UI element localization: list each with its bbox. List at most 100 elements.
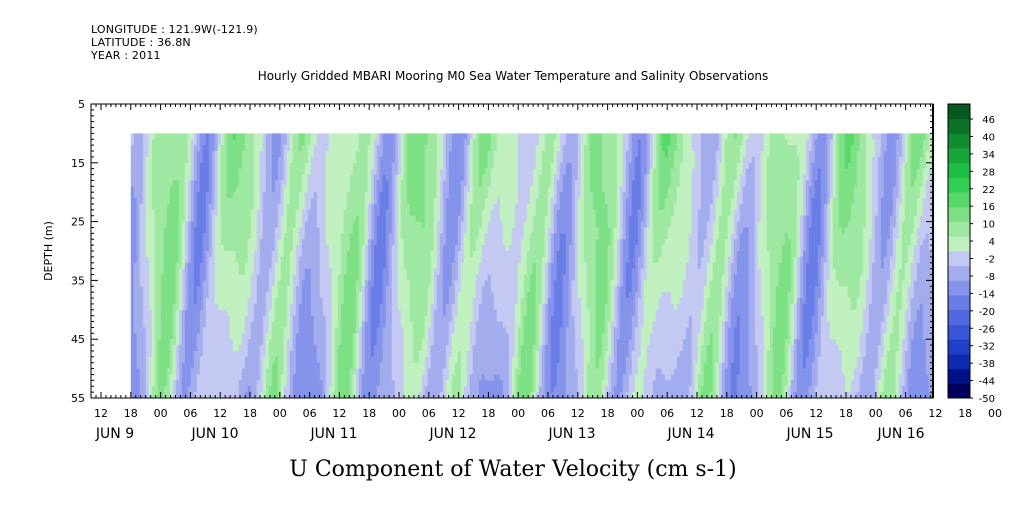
- heat-cell: [415, 321, 420, 328]
- heat-cell: [280, 198, 285, 205]
- heat-cell: [214, 151, 219, 158]
- heat-cell: [184, 239, 189, 246]
- heat-cell: [334, 362, 339, 370]
- heat-cell: [154, 298, 159, 305]
- heat-cell: [268, 151, 273, 158]
- heat-cell: [460, 303, 465, 311]
- heat-cell: [223, 303, 228, 311]
- heat-cell: [385, 262, 390, 270]
- heat-cell: [268, 251, 273, 258]
- heat-cell: [412, 133, 417, 140]
- heat-cell: [217, 274, 222, 281]
- heat-cell: [322, 156, 327, 164]
- heat-cell: [385, 303, 390, 311]
- heat-cell: [199, 339, 204, 346]
- heat-cell: [178, 198, 183, 205]
- heat-cell: [433, 321, 438, 328]
- heat-cell: [283, 133, 288, 140]
- heat-cell: [157, 227, 162, 234]
- heat-cell: [250, 345, 255, 352]
- heat-cell: [166, 333, 171, 340]
- heat-cell: [175, 168, 180, 176]
- heat-cell: [370, 392, 375, 398]
- heat-cell: [250, 251, 255, 258]
- heat-cell: [397, 309, 402, 317]
- heat-cell: [436, 162, 441, 170]
- heat-cell: [442, 286, 447, 293]
- heat-cell: [289, 268, 294, 276]
- heat-cell: [244, 380, 249, 387]
- heat-cell: [352, 186, 357, 193]
- heat-cell: [286, 256, 291, 264]
- heat-cell: [430, 192, 435, 199]
- heat-cell: [229, 350, 234, 358]
- heat-cell: [292, 180, 297, 187]
- heat-cell: [178, 274, 183, 281]
- heat-cell: [337, 345, 342, 352]
- heat-cell: [283, 168, 288, 176]
- heat-cell: [292, 292, 297, 299]
- heat-cell: [367, 174, 372, 181]
- heat-cell: [196, 292, 201, 299]
- heat-cell: [199, 209, 204, 217]
- heat-cell: [421, 298, 426, 305]
- heat-cell: [175, 145, 180, 152]
- heat-cell: [172, 186, 177, 193]
- heat-cell: [205, 168, 210, 176]
- heat-cell: [316, 139, 321, 146]
- heat-cell: [442, 339, 447, 346]
- heat-cell: [166, 156, 171, 164]
- heat-cell: [160, 251, 165, 258]
- heat-cell: [250, 256, 255, 264]
- heat-cell: [289, 262, 294, 270]
- heat-cell: [427, 315, 432, 323]
- heat-cell: [139, 350, 144, 358]
- heat-cell: [142, 368, 147, 375]
- heat-cell: [154, 280, 159, 287]
- heat-cell: [328, 198, 333, 205]
- heat-cell: [250, 268, 255, 276]
- heat-cell: [325, 392, 330, 398]
- heat-cell: [292, 327, 297, 334]
- heat-cell: [253, 156, 258, 164]
- heat-cell: [334, 356, 339, 364]
- heat-cell: [409, 239, 414, 246]
- heat-cell: [136, 168, 141, 176]
- heat-cell: [247, 362, 252, 370]
- heat-cell: [229, 174, 234, 181]
- heat-cell: [394, 268, 399, 276]
- heat-cell: [400, 309, 405, 317]
- heat-cell: [415, 168, 420, 176]
- heat-cell: [154, 274, 159, 281]
- heat-cell: [328, 345, 333, 352]
- heat-cell: [337, 350, 342, 358]
- heat-cell: [340, 215, 345, 223]
- heat-cell: [214, 345, 219, 352]
- heat-cell: [190, 174, 195, 181]
- heat-cell: [457, 315, 462, 323]
- heat-cell: [391, 380, 396, 387]
- heat-cell: [163, 286, 168, 293]
- heat-cell: [163, 274, 168, 281]
- heat-cell: [259, 215, 264, 223]
- heat-cell: [184, 209, 189, 217]
- heat-cell: [211, 321, 216, 328]
- heat-cell: [271, 368, 276, 375]
- heat-cell: [280, 180, 285, 187]
- heat-cell: [364, 256, 369, 264]
- heat-cell: [424, 156, 429, 164]
- heat-cell: [364, 362, 369, 370]
- heat-cell: [172, 256, 177, 264]
- heat-cell: [442, 292, 447, 299]
- heat-cell: [136, 303, 141, 311]
- heat-cell: [190, 156, 195, 164]
- heat-cell: [214, 327, 219, 334]
- heat-cell: [460, 333, 465, 340]
- heat-cell: [286, 186, 291, 193]
- heat-cell: [448, 356, 453, 364]
- heat-cell: [406, 362, 411, 370]
- heat-cell: [322, 180, 327, 187]
- heat-cell: [403, 203, 408, 211]
- heat-cell: [406, 321, 411, 328]
- heat-cell: [346, 362, 351, 370]
